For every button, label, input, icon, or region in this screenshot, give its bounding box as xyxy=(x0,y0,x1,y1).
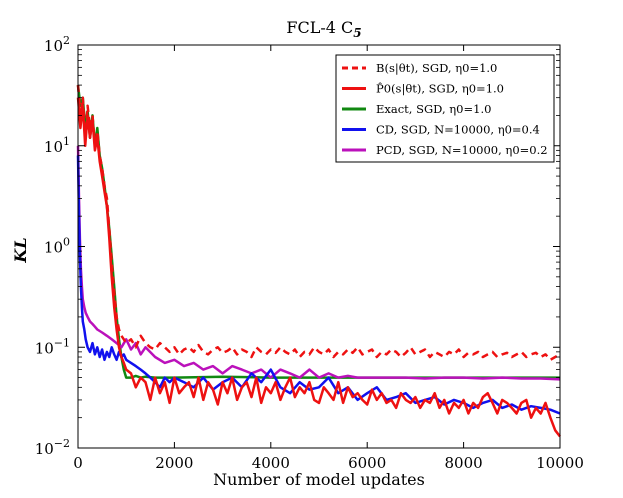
x-tick-label: 8000 xyxy=(445,454,483,472)
x-tick-label: 2000 xyxy=(155,454,193,472)
x-tick-label: 0 xyxy=(73,454,83,472)
x-tick-label: 4000 xyxy=(252,454,290,472)
y-tick-label: 101 xyxy=(44,135,70,156)
y-tick-label: 102 xyxy=(44,34,70,55)
series-line-0 xyxy=(76,85,561,362)
legend-label: CD, SGD, N=10000, η0=0.4 xyxy=(376,123,540,137)
ticks-layer: 0 2000 4000 6000 8000 10000 102 101 100 10−1 10−2 xyxy=(35,34,584,472)
y-axis-label: KL xyxy=(11,237,30,263)
legend-box xyxy=(335,54,555,163)
series-layer xyxy=(76,84,561,438)
chart-title: FCL-4 C5 xyxy=(286,18,361,40)
y-tick-label: 10−2 xyxy=(35,437,70,458)
series-line-1 xyxy=(76,97,561,438)
y-tick-label: 100 xyxy=(44,236,70,257)
y-tick-label: 10−1 xyxy=(35,336,70,357)
series-line-3 xyxy=(76,155,561,415)
x-axis-label: Number of model updates xyxy=(213,470,425,489)
x-tick-label: 6000 xyxy=(348,454,386,472)
series-line-4 xyxy=(76,145,561,381)
legend-label: PCD, SGD, N=10000, η0=0.2 xyxy=(376,143,548,157)
legend-label: P̂0(s|θt), SGD, η0=1.0 xyxy=(376,82,504,97)
legend-label: Exact, SGD, η0=1.0 xyxy=(376,102,491,116)
legend-label: B(s|θt), SGD, η0=1.0 xyxy=(376,61,497,76)
legend: B(s|θt), SGD, η0=1.0 P̂0(s|θt), SGD, η0=1… xyxy=(335,54,555,163)
x-tick-label: 10000 xyxy=(536,454,584,472)
